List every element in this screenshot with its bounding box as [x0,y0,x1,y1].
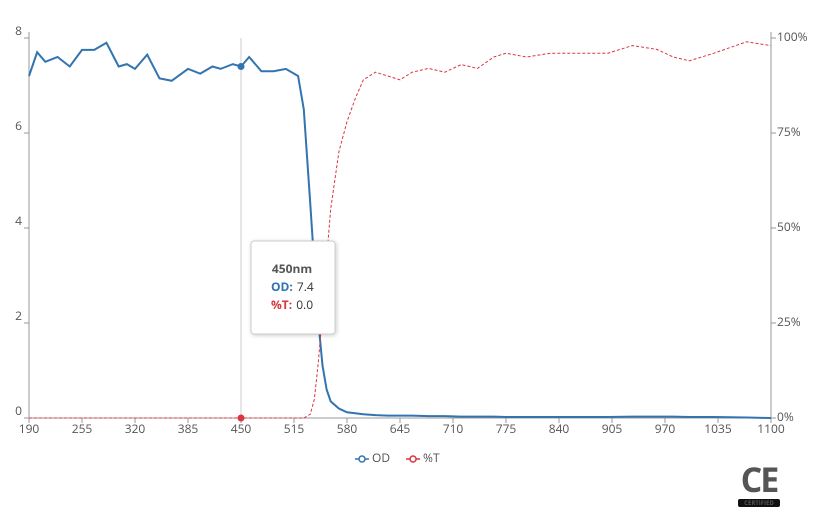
badge-band [738,499,780,507]
y2-tick-label: 75% [777,123,801,140]
x-tick-label: 190 [19,420,40,437]
tooltip-label: %T: [271,296,292,313]
tooltip-row: %T: 0.0 [271,296,313,313]
x-tick-label: 1035 [704,420,732,437]
series-line [29,41,772,419]
x-tick-label: 450 [231,420,252,437]
x-tick-label: 255 [72,420,93,437]
x-tick-label: 970 [655,420,676,437]
x-tick-label: 320 [125,420,146,437]
tooltip-row: OD: 7.4 [271,278,314,295]
legend-item: OD [355,449,390,466]
x-tick-label: 775 [496,420,517,437]
y-tick-label: 8 [15,22,22,39]
legend-swatch-dot [358,455,366,463]
x-tick-label: 710 [443,420,464,437]
tooltip-label: OD: [271,278,293,295]
x-tick-label: 1100 [757,420,785,437]
tooltip-value: 7.4 [297,278,314,295]
x-tick-label: 645 [390,420,411,437]
tooltip-value: 0.0 [296,296,313,313]
hover-point [237,414,245,422]
legend-item: %T [406,449,440,466]
x-tick-label: 840 [549,420,570,437]
y-tick-label: 0 [15,402,22,419]
y-tick-label: 2 [15,307,22,324]
x-tick-label: 905 [602,420,623,437]
legend-label: %T [423,449,440,466]
tooltip-title: 450nm [272,260,312,277]
legend-swatch-dot [409,455,417,463]
y-tick-label: 4 [15,212,22,229]
y2-tick-label: 100% [777,28,808,45]
x-tick-label: 385 [178,420,199,437]
x-tick-label: 580 [337,420,358,437]
y2-tick-label: 50% [777,218,801,235]
hover-point [237,63,245,70]
badge-mark: CE [741,456,779,502]
y-tick-label: 6 [15,117,22,134]
y2-tick-label: 25% [777,313,801,330]
legend-label: OD [372,449,390,466]
x-tick-label: 515 [284,420,305,437]
y2-tick-label: 0% [777,408,794,425]
tooltip-box [250,240,336,335]
series-line [28,41,772,419]
badge-label: CERTIFIED [744,499,774,507]
